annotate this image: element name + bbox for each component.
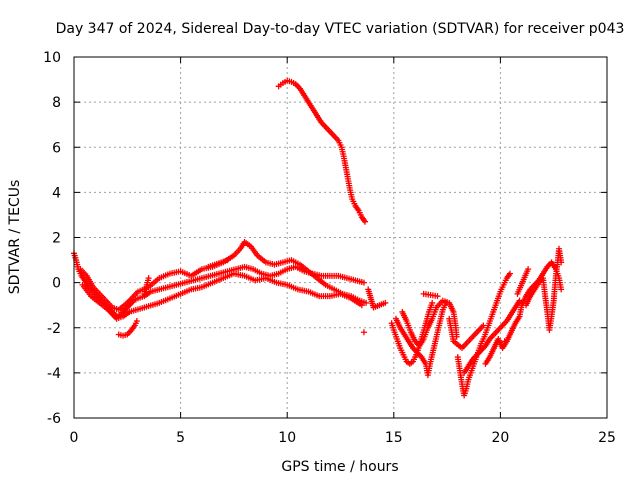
data-point (141, 290, 148, 297)
data-points (71, 77, 565, 399)
y-tick-label: 8 (52, 95, 61, 111)
y-tick-label: 0 (52, 276, 61, 292)
data-point (360, 279, 367, 286)
y-tick-label: -6 (47, 411, 61, 427)
data-point (558, 286, 565, 293)
data-point (506, 270, 513, 277)
axis-ticks: 0 5 10 15 20 25 -6 -4 -2 0 2 4 6 8 10 (43, 50, 616, 446)
data-point (558, 259, 565, 266)
y-axis-label: SDTVAR / TECUs (7, 180, 23, 295)
grid (74, 57, 607, 418)
y-tick-label: 2 (52, 231, 61, 247)
data-point (501, 338, 508, 345)
x-tick-label: 15 (385, 430, 403, 446)
data-point (358, 302, 365, 309)
x-tick-label: 20 (491, 430, 509, 446)
data-point (360, 329, 367, 336)
data-point (362, 218, 369, 225)
y-tick-label: -4 (47, 366, 61, 382)
y-tick-label: 10 (43, 50, 61, 66)
chart-title: Day 347 of 2024, Sidereal Day-to-day VTE… (56, 21, 625, 37)
data-point (434, 293, 441, 300)
x-tick-label: 10 (278, 430, 296, 446)
x-tick-label: 5 (176, 430, 185, 446)
x-axis-label: GPS time / hours (281, 459, 398, 475)
data-point (525, 266, 532, 273)
x-tick-label: 25 (598, 430, 616, 446)
y-tick-label: 6 (52, 140, 61, 156)
data-point (363, 299, 370, 306)
data-point (516, 297, 523, 304)
x-tick-label: 0 (70, 430, 79, 446)
data-point (382, 299, 389, 306)
data-point (429, 299, 436, 306)
data-point (133, 317, 140, 324)
data-point (224, 257, 231, 264)
y-tick-label: -2 (47, 321, 61, 337)
y-tick-label: 4 (52, 185, 61, 201)
plot-frame (73, 56, 608, 419)
data-point (480, 322, 487, 329)
